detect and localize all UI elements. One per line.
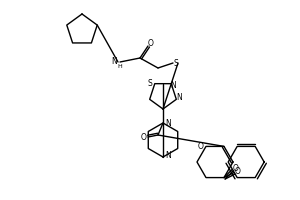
Text: N: N	[170, 81, 176, 90]
Text: H: H	[118, 64, 122, 70]
Text: S: S	[147, 79, 152, 88]
Text: S: S	[174, 58, 178, 68]
Text: N: N	[111, 58, 117, 66]
Text: O: O	[235, 167, 241, 176]
Text: O: O	[198, 142, 204, 151]
Text: N: N	[165, 152, 171, 160]
Text: O: O	[233, 164, 239, 173]
Text: N: N	[165, 119, 171, 129]
Text: N: N	[176, 93, 182, 102]
Text: O: O	[148, 38, 154, 47]
Text: O: O	[141, 134, 147, 142]
